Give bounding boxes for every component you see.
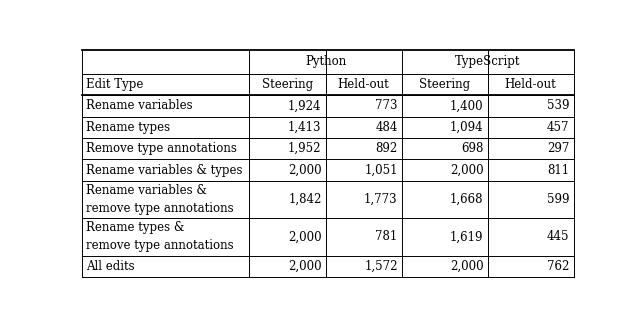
Text: 1,952: 1,952 <box>288 142 321 155</box>
Text: All edits: All edits <box>86 260 135 273</box>
Text: Steering: Steering <box>419 78 470 91</box>
Text: 781: 781 <box>376 230 397 243</box>
Text: 1,773: 1,773 <box>364 193 397 206</box>
Text: 892: 892 <box>376 142 397 155</box>
Text: 1,051: 1,051 <box>364 164 397 177</box>
Text: Rename variables: Rename variables <box>86 99 193 112</box>
Text: 484: 484 <box>375 121 397 134</box>
Text: 2,000: 2,000 <box>288 164 321 177</box>
Text: Rename variables &
remove type annotations: Rename variables & remove type annotatio… <box>86 184 234 215</box>
Text: Held-out: Held-out <box>505 78 556 91</box>
Text: 539: 539 <box>547 99 570 112</box>
Text: Steering: Steering <box>262 78 313 91</box>
Text: 2,000: 2,000 <box>450 260 484 273</box>
Text: Rename types &
remove type annotations: Rename types & remove type annotations <box>86 222 234 252</box>
Text: Held-out: Held-out <box>338 78 390 91</box>
Text: 1,572: 1,572 <box>364 260 397 273</box>
Text: 1,413: 1,413 <box>288 121 321 134</box>
Text: 1,094: 1,094 <box>450 121 484 134</box>
Text: 1,668: 1,668 <box>450 193 484 206</box>
Text: Rename types: Rename types <box>86 121 171 134</box>
Text: 762: 762 <box>547 260 570 273</box>
Text: 2,000: 2,000 <box>450 164 484 177</box>
Text: 773: 773 <box>375 99 397 112</box>
Text: Remove type annotations: Remove type annotations <box>86 142 237 155</box>
Text: 2,000: 2,000 <box>288 260 321 273</box>
Text: 1,924: 1,924 <box>288 99 321 112</box>
Text: 811: 811 <box>547 164 570 177</box>
Text: 445: 445 <box>547 230 570 243</box>
Text: Python: Python <box>305 55 346 68</box>
Text: Rename variables & types: Rename variables & types <box>86 164 243 177</box>
Text: 2,000: 2,000 <box>288 230 321 243</box>
Text: 1,842: 1,842 <box>288 193 321 206</box>
Text: 1,619: 1,619 <box>450 230 484 243</box>
Text: 698: 698 <box>461 142 484 155</box>
Text: 1,400: 1,400 <box>450 99 484 112</box>
Text: TypeScript: TypeScript <box>455 55 520 68</box>
Text: 457: 457 <box>547 121 570 134</box>
Text: 297: 297 <box>547 142 570 155</box>
Text: 599: 599 <box>547 193 570 206</box>
Text: Edit Type: Edit Type <box>86 78 144 91</box>
